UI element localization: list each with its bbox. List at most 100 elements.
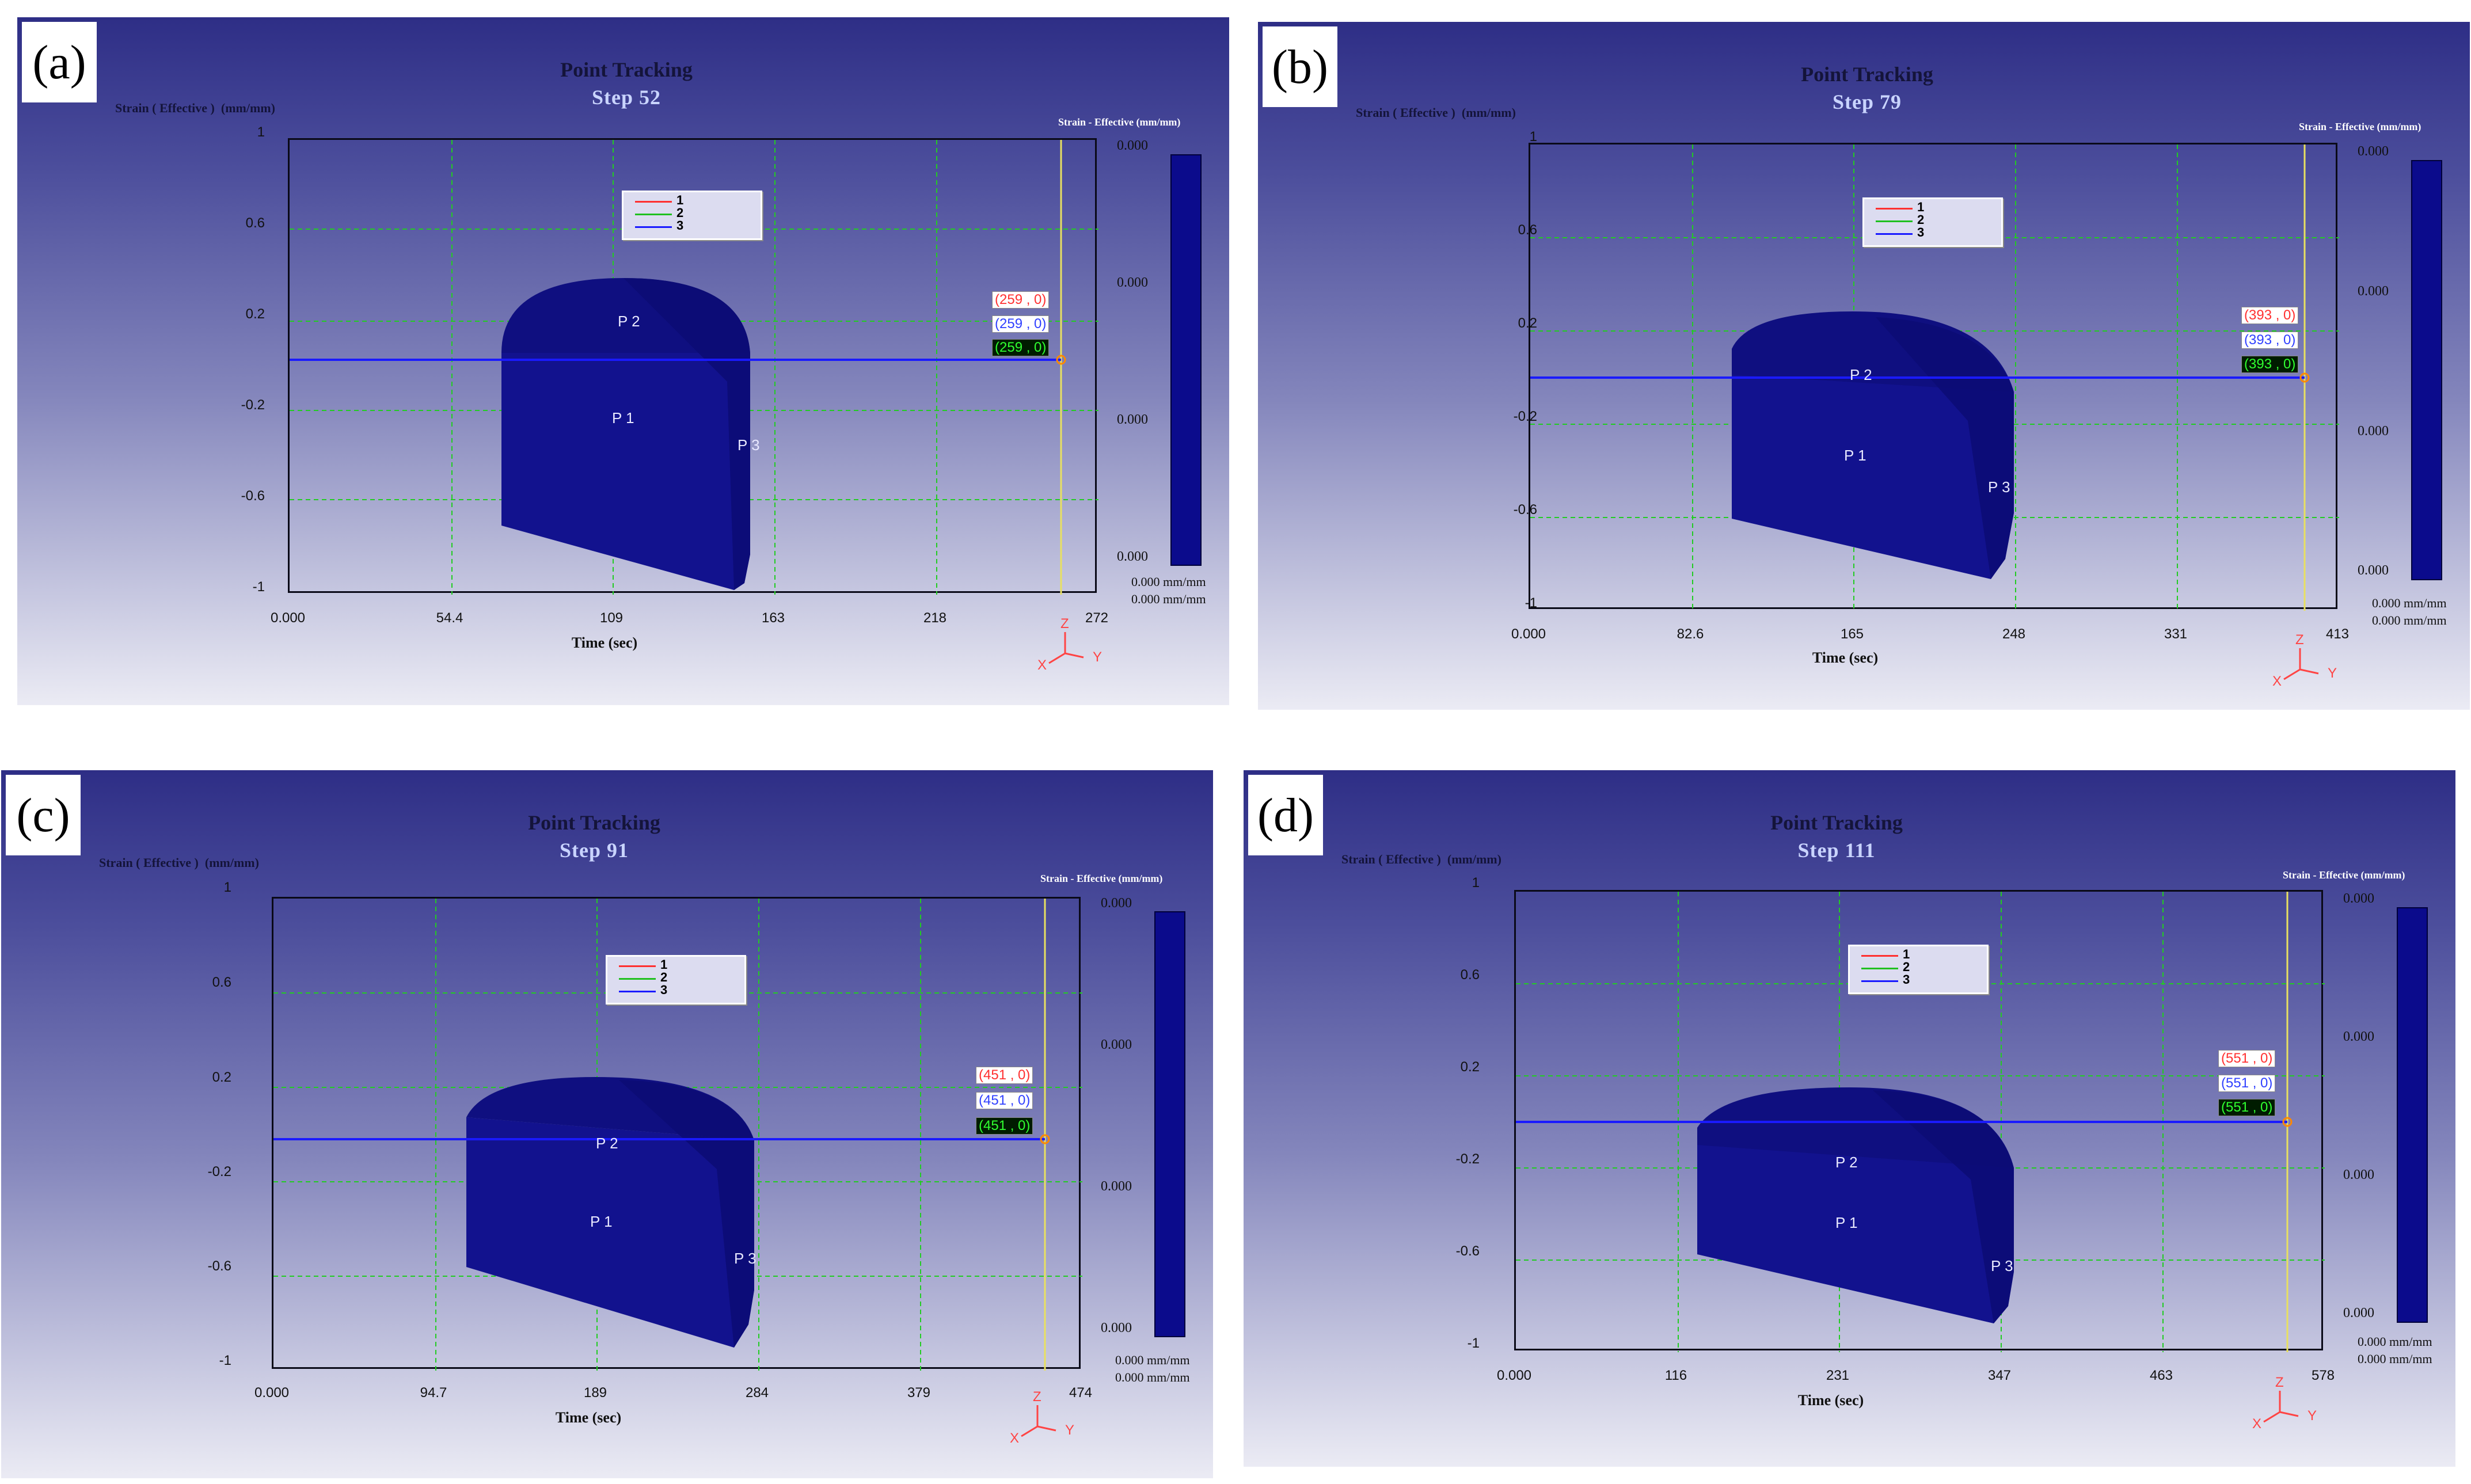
y-axis-label: Strain ( Effective ) (mm/mm) — [1341, 852, 1501, 866]
colorbar-value: 0.000 — [1117, 549, 1148, 564]
colorbar-value: 0.000 — [2358, 424, 2389, 439]
x-axis-label: Time (sec) — [555, 1409, 622, 1426]
value-tag-3: (451 , 0) — [976, 1117, 1033, 1135]
y-tick: -0.6 — [241, 488, 265, 504]
plot-area: 1 2 3 (393 , 0) (393 , 0) (393 , 0) P 2 … — [1529, 143, 2339, 611]
y-tick: -1 — [1525, 595, 1537, 611]
title-text: Point Tracking — [560, 58, 693, 81]
value-tag-2: (259 , 0) — [992, 315, 1050, 333]
axis-x-label: X — [1010, 1430, 1020, 1446]
y-tick: -0.2 — [207, 1164, 231, 1179]
legend-label: 1 — [1903, 947, 1910, 961]
plot-area: 1 2 3 (451 , 0) (451 , 0) (451 , 0) P 2 … — [272, 897, 1082, 1371]
x-axis-label: Time (sec) — [571, 634, 638, 651]
colorbar — [1170, 154, 1202, 566]
colorbar — [2411, 160, 2442, 580]
axis-y-label: Y — [1093, 649, 1103, 665]
x-axis-label: Time (sec) — [1797, 1392, 1864, 1409]
x-tick: 231 — [1826, 1368, 1850, 1383]
y-tick: -1 — [252, 579, 265, 595]
legend: 1 2 3 — [1848, 945, 1989, 994]
axis-z-label: Z — [1033, 1389, 1041, 1405]
axis-triad-svg — [1048, 632, 1084, 664]
x-tick: 0.000 — [1496, 1368, 1532, 1383]
step-text: Step 79 — [1832, 90, 1902, 113]
y-tick: 0.6 — [1518, 222, 1537, 238]
legend: 1 2 3 — [1862, 197, 2003, 247]
value-tag-1: (259 , 0) — [992, 291, 1050, 309]
point-label-p2: P 2 — [1850, 366, 1872, 383]
plot-grid-svg — [1530, 144, 2339, 611]
y-tick: -0.6 — [207, 1258, 231, 1274]
step-text: Step 52 — [591, 86, 661, 109]
chart-title: Point Tracking Step 111 — [1635, 811, 2038, 862]
value-tag-1: (551 , 0) — [2218, 1050, 2276, 1067]
x-tick: 284 — [745, 1385, 769, 1401]
legend-swatch — [619, 991, 656, 992]
legend-swatch — [635, 226, 672, 228]
legend-label: 3 — [676, 218, 684, 233]
axis-triad-svg — [1021, 1405, 1056, 1437]
point-label-p2: P 2 — [596, 1135, 618, 1152]
plot-grid-svg — [273, 899, 1082, 1371]
x-tick: 189 — [583, 1385, 607, 1401]
panel-label: (c) — [6, 775, 81, 855]
x-tick: 0.000 — [270, 610, 306, 626]
axis-y-label: Y — [1065, 1422, 1075, 1438]
chart-title: Point Tracking Step 91 — [393, 811, 796, 862]
legend-label: 3 — [1917, 225, 1925, 239]
plot-area: 1 2 3 (551 , 0) (551 , 0) (551 , 0) P 2 … — [1514, 890, 2325, 1352]
colorbar-value: 0.000 — [1101, 1179, 1132, 1194]
panel-c: (c) Point Tracking Step 91 Strain ( Effe… — [1, 770, 1213, 1478]
x-tick: 116 — [1664, 1368, 1687, 1383]
plot-area: 1 2 3 (259 , 0) (259 , 0) (259 , 0) P 2 … — [288, 138, 1098, 595]
axis-z-label: Z — [2275, 1375, 2284, 1390]
workpiece-front — [1873, 1090, 2014, 1323]
value-tag-1: (393 , 0) — [2241, 307, 2299, 324]
step-text: Step 111 — [1797, 839, 1876, 862]
point-label-p2: P 2 — [618, 313, 640, 330]
workpiece-shape — [1697, 1087, 2014, 1323]
colorbar-title: Strain - Effective (mm/mm) — [2283, 869, 2405, 881]
y-tick: -1 — [1467, 1335, 1480, 1351]
axis-z-label: Z — [2295, 632, 2304, 648]
x-axis-label: Time (sec) — [1812, 649, 1879, 666]
panel-label: (b) — [1263, 26, 1337, 107]
legend-swatch — [1861, 980, 1898, 982]
colorbar-value: 0.000 — [2358, 563, 2389, 578]
legend-label: 2 — [1917, 212, 1925, 227]
colorbar-value: 0.000 — [1101, 1037, 1132, 1052]
point-label-p3: P 3 — [1988, 478, 2010, 496]
x-tick: 94.7 — [420, 1385, 447, 1401]
x-tick: 463 — [2149, 1368, 2173, 1383]
y-tick: -0.6 — [1455, 1243, 1480, 1259]
value-tag-2: (551 , 0) — [2218, 1075, 2276, 1092]
point-label-p3: P 3 — [1991, 1257, 2013, 1274]
legend-label: 3 — [660, 983, 668, 997]
point-label-p1: P 1 — [1835, 1214, 1858, 1231]
panel-label: (d) — [1248, 775, 1323, 855]
title-text: Point Tracking — [1770, 811, 1903, 834]
axis-x-label: X — [1037, 657, 1047, 673]
axis-triad-icon: Z Y X — [1031, 616, 1111, 679]
workpiece-front — [619, 1080, 754, 1348]
y-tick: 0.6 — [1460, 967, 1480, 983]
workpiece-shape — [501, 278, 750, 590]
workpiece-side — [1697, 1128, 2014, 1323]
workpiece-front — [1876, 317, 2014, 579]
track-point — [2299, 372, 2310, 383]
legend-swatch — [619, 965, 656, 967]
point-label-p1: P 1 — [590, 1213, 613, 1230]
colorbar-unit: 0.000 mm/mm — [1131, 592, 1206, 606]
x-tick: 248 — [2002, 626, 2026, 642]
y-axis-label: Strain ( Effective ) (mm/mm) — [1356, 105, 1516, 120]
legend-label: 1 — [676, 193, 684, 207]
colorbar-title: Strain - Effective (mm/mm) — [1058, 116, 1181, 128]
y-axis-label: Strain ( Effective ) (mm/mm) — [115, 101, 275, 115]
axis-triad-icon: Z Y X — [2265, 632, 2346, 695]
colorbar-value: 0.000 — [1117, 138, 1148, 153]
axis-y-label: Y — [2307, 1408, 2317, 1424]
panel-label: (a) — [22, 22, 97, 102]
legend-swatch — [635, 201, 672, 203]
x-tick: 578 — [2311, 1368, 2335, 1383]
